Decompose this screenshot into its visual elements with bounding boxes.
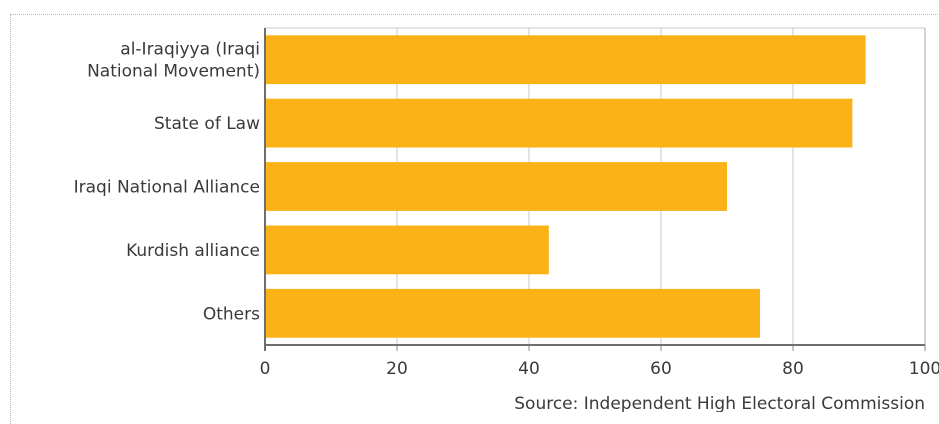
category-label-4: Kurdish alliance	[126, 241, 260, 261]
chart-frame	[10, 14, 939, 424]
bar-chart: al-Iraqiyya (Iraqi National Movement) Stat…	[74, 27, 939, 412]
tick-label-40: 40	[518, 359, 540, 379]
bar-2	[265, 98, 853, 148]
tick-label-100: 100	[909, 359, 939, 379]
bar-3	[265, 162, 727, 211]
tick-label-0: 0	[260, 359, 271, 379]
category-label-2: State of Law	[154, 114, 260, 134]
source-note: Source: Independent High Electoral Commi…	[514, 394, 925, 412]
category-label-3: Iraqi National Alliance	[74, 178, 260, 198]
bar-1	[265, 35, 866, 85]
category-labels: al-Iraqiyya (Iraqi National Movement) Stat…	[74, 40, 261, 325]
category-label-1: al-Iraqiyya (Iraqi National Movement)	[87, 40, 260, 82]
bar-4	[265, 225, 549, 275]
tick-label-80: 80	[782, 359, 804, 379]
category-label-5: Others	[203, 304, 260, 324]
bar-5	[265, 288, 760, 338]
tick-labels: 0 20 40 60 80 100	[260, 359, 939, 379]
axes	[264, 28, 926, 351]
tick-label-60: 60	[650, 359, 672, 379]
tick-label-20: 20	[386, 359, 408, 379]
bars	[265, 35, 866, 338]
